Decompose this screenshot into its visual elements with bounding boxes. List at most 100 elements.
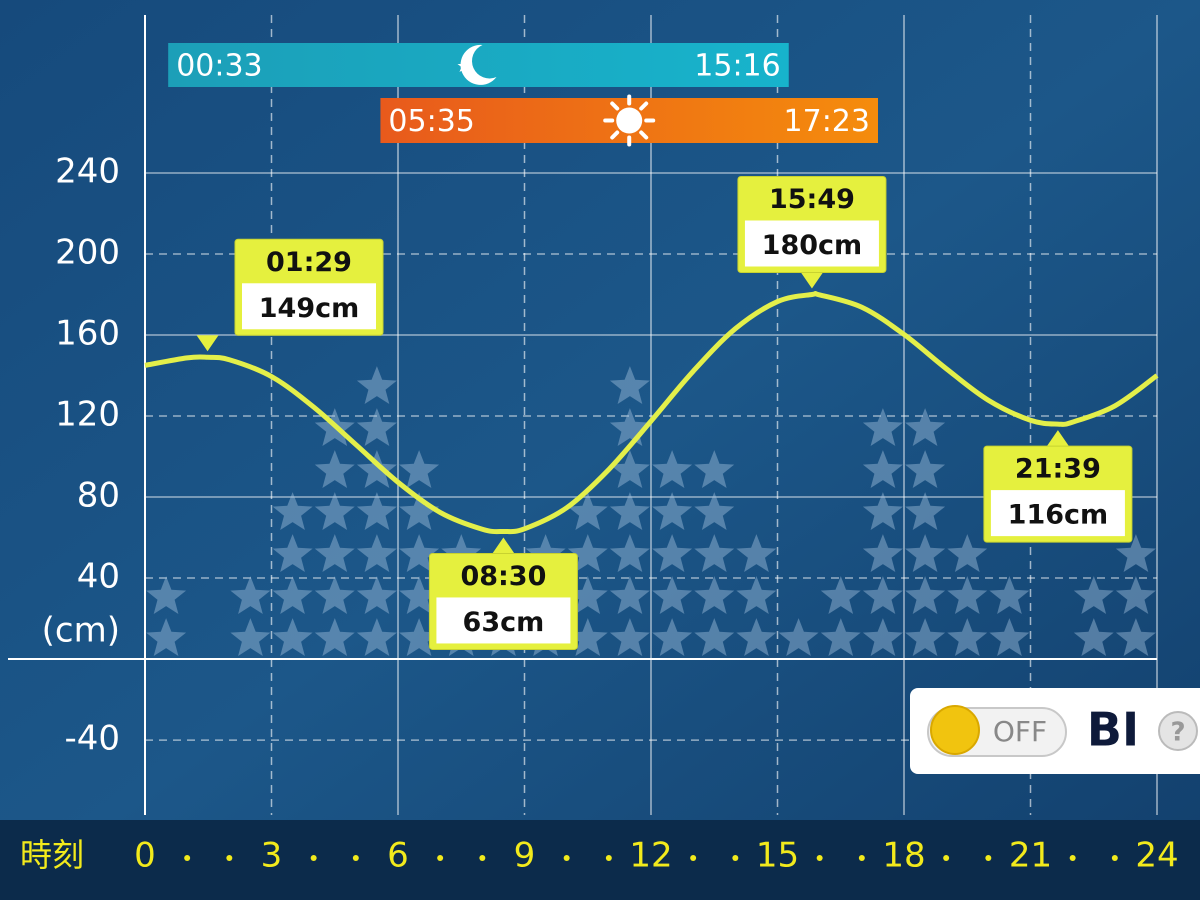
star [905, 576, 946, 614]
callout-value: 149cm [259, 293, 360, 324]
hour-dot [437, 855, 444, 861]
star [905, 534, 946, 572]
star [356, 450, 397, 488]
star-column [1073, 576, 1114, 656]
hour-dot [732, 855, 739, 861]
callout: 01:29 149cm [196, 238, 384, 352]
callout-value: 63cm [463, 607, 545, 638]
star [862, 618, 903, 656]
star [146, 576, 187, 614]
x-tick-label: 6 [387, 836, 409, 876]
x-axis-label: 時刻 [20, 836, 84, 874]
y-tick-label: 120 [55, 395, 120, 435]
sun-set: 17:23 [784, 104, 870, 139]
x-tick-label: 0 [134, 836, 156, 876]
star [356, 408, 397, 446]
star-column [736, 534, 777, 656]
star-column [820, 576, 861, 656]
callout-inner [744, 220, 879, 267]
axis-labels: -40 40 80 120 160 200 240 0 3 6 9 12 15 18 21 24 [55, 151, 1179, 875]
star [609, 576, 650, 614]
star [609, 618, 650, 656]
star [694, 450, 735, 488]
star [314, 618, 355, 656]
callout-time: 01:29 [266, 247, 352, 278]
star [1073, 576, 1114, 614]
callout-pointer [1046, 430, 1069, 447]
star [567, 534, 608, 572]
x-tick-label: 12 [629, 836, 672, 876]
x-tick-label: 21 [1009, 836, 1052, 876]
star [862, 408, 903, 446]
star [567, 576, 608, 614]
star [862, 450, 903, 488]
star [399, 534, 440, 572]
star [862, 492, 903, 530]
callout-value: 180cm [762, 230, 863, 261]
star [146, 618, 187, 656]
hour-dot [605, 855, 612, 861]
star-column [567, 492, 608, 656]
star [736, 576, 777, 614]
x-tick-label: 9 [514, 836, 536, 876]
star-column [399, 450, 440, 656]
star-column [272, 492, 313, 656]
star [1115, 534, 1156, 572]
star-column [989, 576, 1030, 656]
star [652, 534, 693, 572]
star [314, 492, 355, 530]
star [1115, 618, 1156, 656]
star-column [862, 408, 903, 656]
callout-pointer [800, 272, 823, 289]
callout-inner [436, 597, 571, 644]
star [989, 576, 1030, 614]
star-column [947, 534, 988, 656]
star [399, 576, 440, 614]
help-label[interactable]: ? [1170, 718, 1185, 748]
star [652, 492, 693, 530]
hour-dot [226, 855, 233, 861]
star [862, 534, 903, 572]
hour-dot [310, 855, 317, 861]
star [314, 534, 355, 572]
mode-label: BI [1087, 703, 1139, 757]
star [652, 450, 693, 488]
star [989, 618, 1030, 656]
help-button[interactable] [1158, 711, 1198, 751]
moon-set: 15:16 [694, 49, 780, 84]
star [905, 618, 946, 656]
callout-time: 08:30 [460, 561, 546, 592]
tide-curve [144, 290, 1159, 535]
star-column [778, 618, 819, 656]
star [609, 450, 650, 488]
star [609, 534, 650, 572]
callout-pointer [196, 335, 219, 352]
star [230, 576, 271, 614]
star [694, 534, 735, 572]
callout-pointer [492, 537, 515, 554]
star-column [356, 366, 397, 656]
star [1073, 618, 1114, 656]
y-axis-label: (cm) [42, 611, 120, 651]
hour-dot [816, 855, 823, 861]
star-column [146, 576, 187, 656]
star [862, 576, 903, 614]
star [947, 618, 988, 656]
callout-time: 21:39 [1015, 454, 1101, 485]
hour-dot [858, 855, 865, 861]
star [356, 618, 397, 656]
callout-time: 15:49 [769, 184, 855, 215]
star [736, 618, 777, 656]
star [1115, 576, 1156, 614]
star-column [905, 408, 946, 656]
star [652, 576, 693, 614]
star [820, 618, 861, 656]
star [905, 492, 946, 530]
hour-dot [1111, 855, 1118, 861]
hour-dot [479, 855, 486, 861]
star [356, 366, 397, 404]
toggle-knob[interactable] [930, 705, 980, 755]
hour-dot [690, 855, 697, 861]
x-tick-label: 18 [882, 836, 925, 876]
